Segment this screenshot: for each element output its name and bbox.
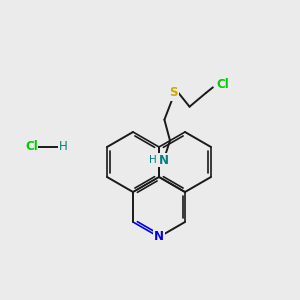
Text: H: H (58, 140, 68, 154)
Text: N: N (159, 154, 169, 167)
Text: Cl: Cl (25, 140, 38, 154)
Text: S: S (169, 86, 177, 99)
Text: H: H (148, 155, 156, 165)
Text: Cl: Cl (217, 78, 230, 91)
Text: N: N (154, 230, 164, 244)
